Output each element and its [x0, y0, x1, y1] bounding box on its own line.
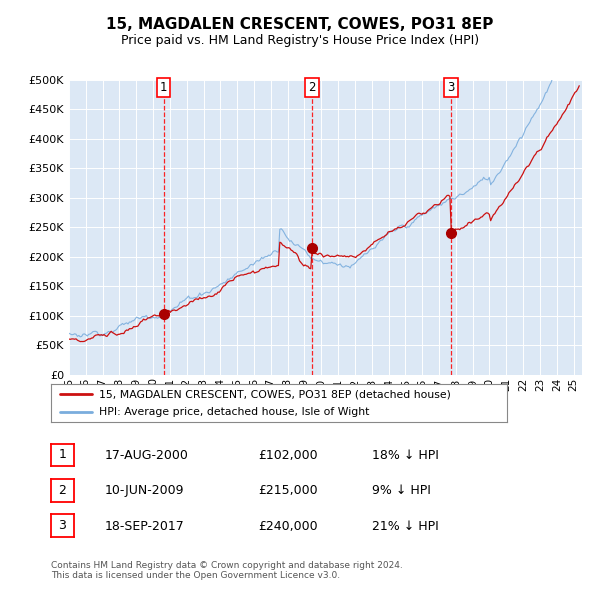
Text: 18% ↓ HPI: 18% ↓ HPI: [372, 449, 439, 462]
Text: 15, MAGDALEN CRESCENT, COWES, PO31 8EP: 15, MAGDALEN CRESCENT, COWES, PO31 8EP: [106, 17, 494, 31]
Text: 21% ↓ HPI: 21% ↓ HPI: [372, 520, 439, 533]
Text: 2: 2: [58, 484, 67, 497]
Text: 9% ↓ HPI: 9% ↓ HPI: [372, 484, 431, 497]
Text: 1: 1: [160, 81, 167, 94]
Text: £240,000: £240,000: [258, 520, 317, 533]
Text: Contains HM Land Registry data © Crown copyright and database right 2024.
This d: Contains HM Land Registry data © Crown c…: [51, 560, 403, 580]
Text: 3: 3: [447, 81, 455, 94]
Text: 15, MAGDALEN CRESCENT, COWES, PO31 8EP (detached house): 15, MAGDALEN CRESCENT, COWES, PO31 8EP (…: [99, 389, 451, 399]
Text: 3: 3: [58, 519, 67, 532]
Text: £102,000: £102,000: [258, 449, 317, 462]
Text: HPI: Average price, detached house, Isle of Wight: HPI: Average price, detached house, Isle…: [99, 407, 369, 417]
Text: £215,000: £215,000: [258, 484, 317, 497]
Text: Price paid vs. HM Land Registry's House Price Index (HPI): Price paid vs. HM Land Registry's House …: [121, 34, 479, 47]
Text: 17-AUG-2000: 17-AUG-2000: [105, 449, 189, 462]
Text: 1: 1: [58, 448, 67, 461]
Text: 18-SEP-2017: 18-SEP-2017: [105, 520, 185, 533]
Text: 10-JUN-2009: 10-JUN-2009: [105, 484, 185, 497]
Text: 2: 2: [308, 81, 316, 94]
